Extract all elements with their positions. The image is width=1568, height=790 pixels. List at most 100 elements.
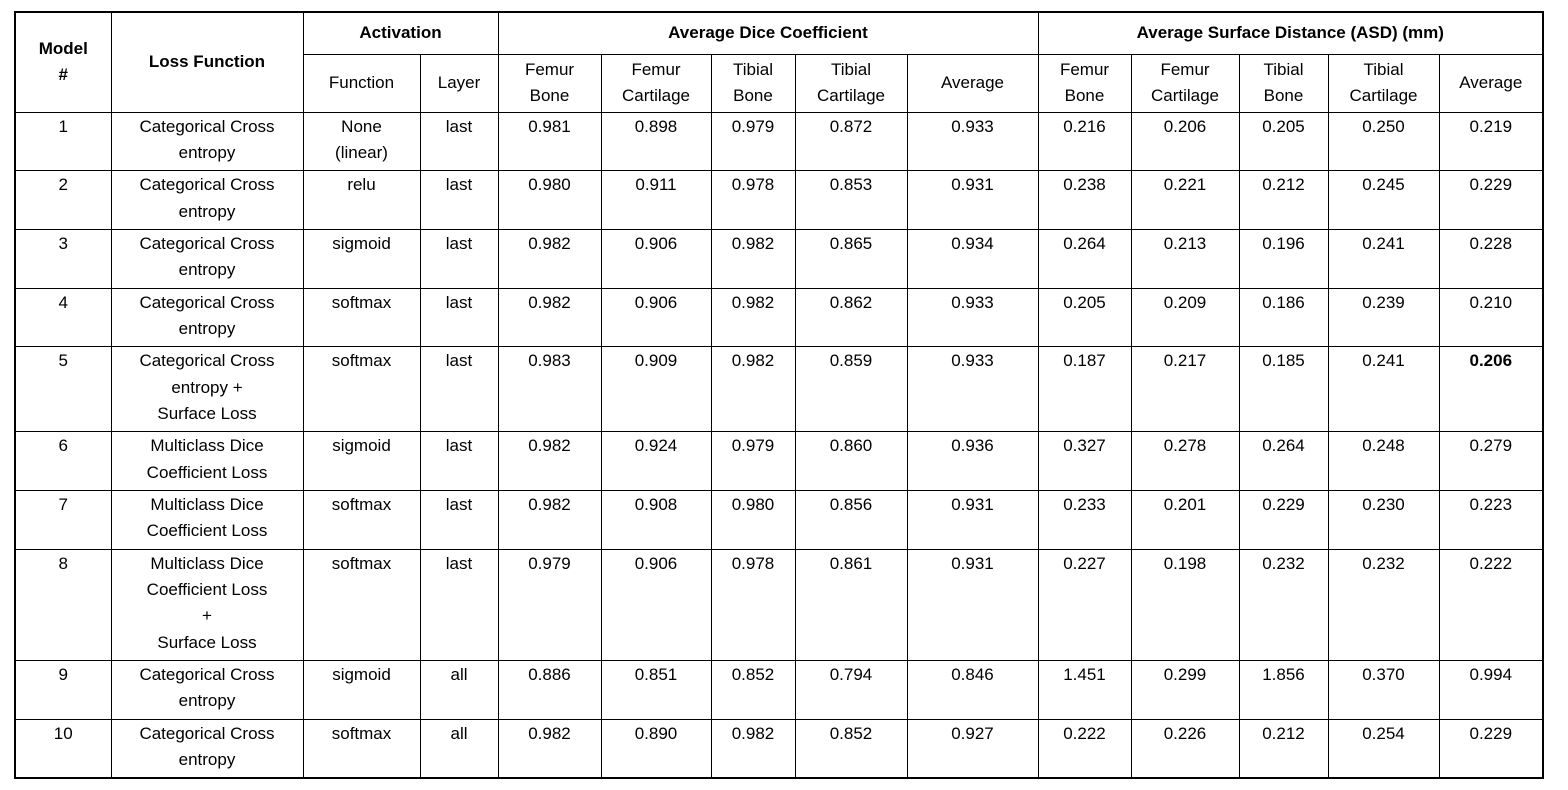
dice-average-cell: 0.933 (906, 346, 1039, 433)
table-row: 5 Categorical Cross entropy + Surface Los… (14, 346, 1544, 433)
asd-average-cell: 0.279 (1438, 431, 1544, 491)
asd-femur-cartilage-cell: 0.217 (1130, 346, 1240, 433)
asd-average-cell: 0.228 (1438, 228, 1544, 289)
asd-tibial-cartilage-cell: 0.241 (1327, 346, 1440, 433)
header-activation-function: Function (302, 53, 421, 113)
dice-tibial-bone-cell: 0.979 (710, 431, 796, 491)
table-body: 1 Categorical Cross entropy None (linear) l… (14, 111, 1544, 779)
asd-femur-bone-cell: 0.216 (1037, 111, 1132, 172)
asd-femur-cartilage-cell: 0.209 (1130, 287, 1240, 348)
table-row: 3 Categorical Cross entropy sigmoid last 0.9… (14, 228, 1544, 289)
table-row: 8 Multiclass Dice Coefficient Loss + Surf… (14, 548, 1544, 662)
model-number-cell: 9 (14, 660, 112, 720)
model-number-cell: 4 (14, 287, 112, 348)
loss-function-cell: Categorical Cross entropy (110, 718, 304, 779)
dice-femur-bone-cell: 0.886 (497, 660, 602, 720)
loss-function-cell: Categorical Cross entropy (110, 660, 304, 720)
activation-layer-cell: last (419, 489, 499, 550)
dice-femur-bone-cell: 0.982 (497, 718, 602, 779)
dice-femur-bone-cell: 0.982 (497, 228, 602, 289)
asd-tibial-cartilage-cell: 0.232 (1327, 548, 1440, 662)
model-number-cell: 7 (14, 489, 112, 550)
activation-layer-cell: last (419, 170, 499, 230)
model-number-cell: 1 (14, 111, 112, 172)
header-activation-group: Activation (302, 11, 499, 55)
activation-layer-cell: all (419, 660, 499, 720)
asd-femur-bone-cell: 0.327 (1037, 431, 1132, 491)
dice-tibial-bone-cell: 0.978 (710, 170, 796, 230)
asd-femur-bone-cell: 0.222 (1037, 718, 1132, 779)
activation-function-cell: softmax (302, 718, 421, 779)
dice-average-cell: 0.846 (906, 660, 1039, 720)
dice-tibial-bone-cell: 0.982 (710, 718, 796, 779)
asd-average-cell: 0.223 (1438, 489, 1544, 550)
loss-function-cell: Categorical Cross entropy (110, 170, 304, 230)
results-table: Model # Loss Function Activation Average… (14, 11, 1545, 780)
dice-tibial-bone-cell: 0.982 (710, 346, 796, 433)
dice-tibial-cartilage-cell: 0.872 (794, 111, 908, 172)
activation-function-cell: softmax (302, 489, 421, 550)
header-asd-average: Average (1438, 53, 1544, 113)
asd-average-cell: 0.219 (1438, 111, 1544, 172)
activation-function-cell: None (linear) (302, 111, 421, 172)
asd-femur-bone-cell: 0.233 (1037, 489, 1132, 550)
dice-tibial-cartilage-cell: 0.860 (794, 431, 908, 491)
dice-femur-bone-cell: 0.981 (497, 111, 602, 172)
activation-layer-cell: all (419, 718, 499, 779)
dice-femur-bone-cell: 0.982 (497, 287, 602, 348)
dice-average-cell: 0.934 (906, 228, 1039, 289)
asd-femur-bone-cell: 0.238 (1037, 170, 1132, 230)
dice-tibial-bone-cell: 0.982 (710, 287, 796, 348)
asd-tibial-bone-cell: 0.212 (1238, 170, 1329, 230)
asd-average-cell: 0.206 (1438, 346, 1544, 433)
dice-average-cell: 0.933 (906, 111, 1039, 172)
model-number-cell: 10 (14, 718, 112, 779)
loss-function-cell: Multiclass Dice Coefficient Loss + Surfa… (110, 548, 304, 662)
dice-average-cell: 0.931 (906, 170, 1039, 230)
header-asd-femur-bone: Femur Bone (1037, 53, 1132, 113)
dice-tibial-cartilage-cell: 0.865 (794, 228, 908, 289)
dice-femur-cartilage-cell: 0.909 (600, 346, 712, 433)
asd-tibial-cartilage-cell: 0.245 (1327, 170, 1440, 230)
activation-layer-cell: last (419, 287, 499, 348)
asd-tibial-cartilage-cell: 0.250 (1327, 111, 1440, 172)
activation-function-cell: softmax (302, 346, 421, 433)
dice-tibial-cartilage-cell: 0.862 (794, 287, 908, 348)
dice-average-cell: 0.931 (906, 489, 1039, 550)
loss-function-cell: Categorical Cross entropy (110, 287, 304, 348)
asd-average-cell: 0.229 (1438, 170, 1544, 230)
asd-femur-cartilage-cell: 0.198 (1130, 548, 1240, 662)
asd-femur-bone-cell: 0.187 (1037, 346, 1132, 433)
asd-femur-cartilage-cell: 0.201 (1130, 489, 1240, 550)
dice-femur-cartilage-cell: 0.906 (600, 287, 712, 348)
asd-average-cell: 0.229 (1438, 718, 1544, 779)
dice-tibial-bone-cell: 0.982 (710, 228, 796, 289)
asd-tibial-bone-cell: 0.229 (1238, 489, 1329, 550)
activation-function-cell: softmax (302, 548, 421, 662)
activation-function-cell: sigmoid (302, 228, 421, 289)
asd-femur-bone-cell: 0.205 (1037, 287, 1132, 348)
header-activation-layer: Layer (419, 53, 499, 113)
asd-average-cell: 0.994 (1438, 660, 1544, 720)
dice-tibial-bone-cell: 0.980 (710, 489, 796, 550)
dice-femur-bone-cell: 0.982 (497, 489, 602, 550)
asd-femur-bone-cell: 0.264 (1037, 228, 1132, 289)
activation-layer-cell: last (419, 228, 499, 289)
table-row: 6 Multiclass Dice Coefficient Loss sigmoid… (14, 431, 1544, 491)
activation-function-cell: relu (302, 170, 421, 230)
dice-tibial-bone-cell: 0.978 (710, 548, 796, 662)
asd-femur-cartilage-cell: 0.213 (1130, 228, 1240, 289)
activation-layer-cell: last (419, 111, 499, 172)
table-row: 2 Categorical Cross entropy relu last 0.980 0… (14, 170, 1544, 230)
asd-femur-cartilage-cell: 0.206 (1130, 111, 1240, 172)
dice-tibial-cartilage-cell: 0.859 (794, 346, 908, 433)
loss-function-cell: Categorical Cross entropy (110, 111, 304, 172)
header-dice-tibial-bone: Tibial Bone (710, 53, 796, 113)
model-number-cell: 3 (14, 228, 112, 289)
header-dice-femur-cartilage: Femur Cartilage (600, 53, 712, 113)
dice-femur-cartilage-cell: 0.906 (600, 228, 712, 289)
dice-tibial-cartilage-cell: 0.853 (794, 170, 908, 230)
activation-layer-cell: last (419, 431, 499, 491)
loss-function-cell: Categorical Cross entropy (110, 228, 304, 289)
